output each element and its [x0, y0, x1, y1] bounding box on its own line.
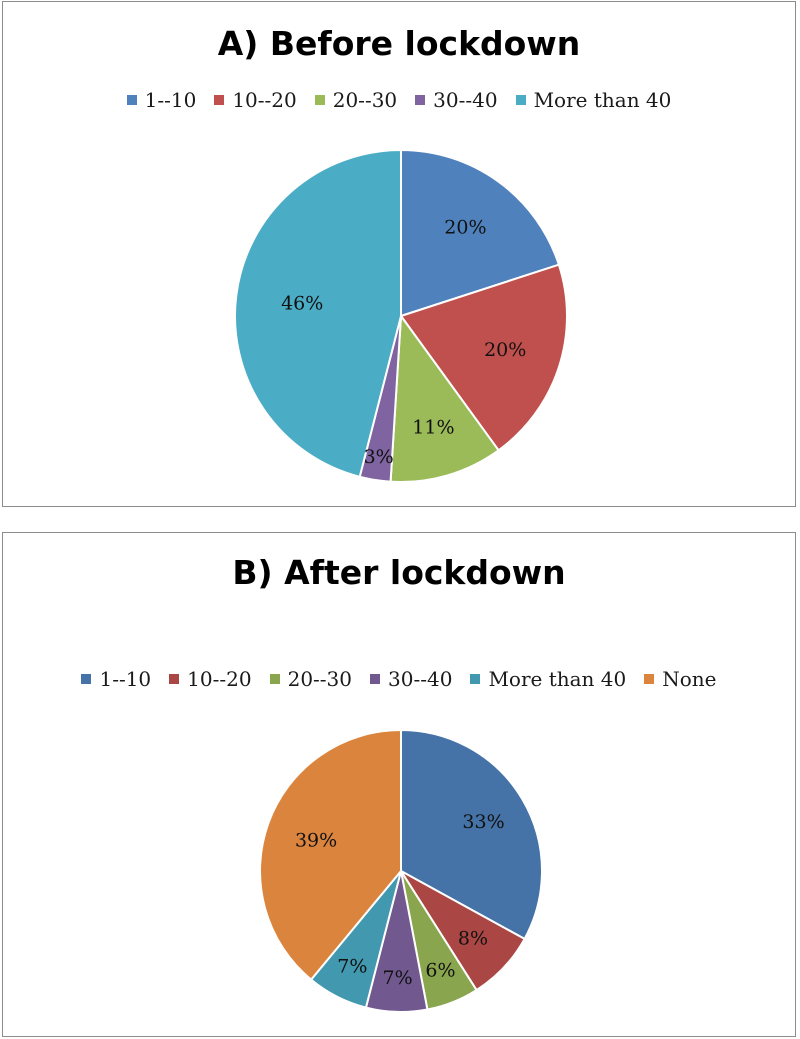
- legend-item: 1--10: [81, 667, 151, 691]
- pie-slice: [389, 313, 500, 483]
- pie-slice: [400, 148, 561, 318]
- legend-label: 1--10: [144, 88, 197, 112]
- legend-item: 10--20: [214, 88, 297, 112]
- legend-swatch: [269, 674, 280, 684]
- data-label: 20%: [444, 216, 486, 238]
- legend-label: More than 40: [488, 667, 627, 691]
- legend-swatch: [214, 95, 225, 105]
- legend: 1--10 10--20 20--30 30--40 More than 40: [3, 88, 795, 112]
- legend-label: 10--20: [232, 88, 297, 112]
- legend-label: 30--40: [433, 88, 498, 112]
- legend-swatch: [169, 674, 180, 684]
- legend-label: 20--30: [287, 667, 353, 691]
- legend-item: More than 40: [515, 88, 672, 112]
- chart-panel-after: B) After lockdown 1--10 10--20 20--30 30--4…: [2, 532, 796, 1037]
- legend-label: 10--20: [187, 667, 252, 691]
- legend-label: More than 40: [533, 88, 672, 112]
- data-label: 8%: [458, 928, 488, 950]
- pie-chart-after: 33% 8%6% 7% 7% 39%: [259, 728, 543, 1013]
- data-label: 46%: [281, 293, 323, 315]
- legend-item: 1--10: [126, 88, 197, 112]
- data-label: 6%: [425, 960, 455, 982]
- chart-title: B) After lockdown: [232, 553, 566, 592]
- legend-swatch: [470, 674, 481, 684]
- legend-label: 30--40: [388, 667, 453, 691]
- legend-item: None: [644, 667, 717, 691]
- data-label: 33%: [462, 811, 504, 833]
- legend-swatch: [126, 95, 137, 105]
- data-label: 3%: [364, 446, 394, 468]
- legend-label: 20--30: [332, 88, 398, 112]
- data-label: 11%: [412, 417, 454, 439]
- pie-slice: [400, 728, 543, 941]
- legend-swatch: [644, 674, 655, 684]
- pie-chart-before: 20% 20% 11% 3% 46%: [234, 148, 568, 483]
- legend-swatch: [370, 674, 381, 684]
- data-label: 20%: [484, 339, 526, 361]
- chart-panel-before: A) Before lockdown 1--10 10--20 20--30 30--…: [2, 1, 796, 507]
- legend-label: None: [662, 667, 717, 691]
- chart-title: A) Before lockdown: [217, 24, 581, 63]
- pie-slice: [259, 728, 402, 982]
- pie-slice: [399, 263, 568, 452]
- pie-slice: [234, 148, 402, 479]
- legend-item: 30--40: [370, 667, 452, 691]
- legend-item: More than 40: [470, 667, 626, 691]
- legend-swatch: [81, 674, 92, 684]
- legend: 1--10 10--20 20--30 30--40 More than 40 None: [3, 667, 795, 691]
- data-label: 7%: [337, 955, 367, 977]
- legend-item: 10--20: [169, 667, 252, 691]
- legend-swatch: [415, 95, 426, 105]
- legend-label: 1--10: [99, 667, 152, 691]
- data-label: 39%: [295, 829, 337, 851]
- data-label: 7%: [383, 967, 413, 989]
- legend-swatch: [515, 95, 526, 105]
- legend-item: 20--30: [314, 88, 398, 112]
- legend-item: 20--30: [269, 667, 353, 691]
- legend-item: 30--40: [415, 88, 498, 112]
- legend-swatch: [314, 95, 325, 105]
